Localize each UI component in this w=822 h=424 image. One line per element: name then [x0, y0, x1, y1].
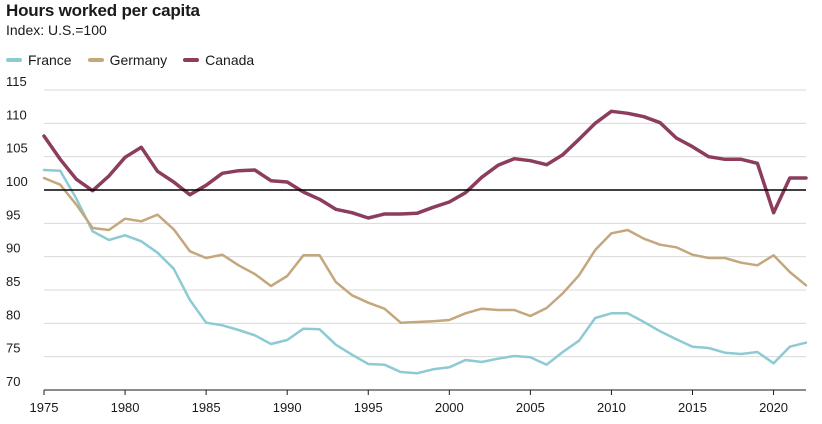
legend-item-france: France [6, 52, 72, 68]
chart-subtitle: Index: U.S.=100 [6, 22, 107, 38]
legend: France Germany Canada [6, 52, 270, 68]
series-line-france [42, 168, 808, 375]
y-tick-label-110: 110 [6, 107, 27, 122]
legend-item-canada: Canada [183, 52, 254, 68]
legend-label-canada: Canada [205, 52, 255, 68]
x-tick-label-2020: 2020 [759, 400, 788, 415]
x-tick-label-2010: 2010 [597, 400, 626, 415]
x-tick-label-2015: 2015 [678, 400, 707, 415]
y-tick-label-70: 70 [6, 374, 20, 389]
x-tick-label-1985: 1985 [192, 400, 221, 415]
legend-label-germany: Germany [109, 52, 168, 68]
legend-swatch-germany [87, 58, 104, 62]
y-tick-label-95: 95 [6, 207, 20, 222]
y-tick-label-80: 80 [6, 307, 20, 322]
x-tick-label-1990: 1990 [273, 400, 302, 415]
x-tick-label-2005: 2005 [516, 400, 545, 415]
legend-label-france: France [28, 52, 72, 68]
y-tick-label-85: 85 [6, 274, 20, 289]
y-tick-label-75: 75 [6, 341, 20, 356]
y-tick-label-100: 100 [6, 174, 28, 189]
y-tick-label-115: 115 [6, 74, 27, 89]
x-tick-label-1975: 1975 [30, 400, 59, 415]
x-tick-label-1995: 1995 [354, 400, 383, 415]
series-line-canada [42, 109, 808, 220]
legend-swatch-france [6, 58, 22, 62]
legend-swatch-canada [183, 58, 200, 62]
series-line-germany [42, 176, 808, 324]
legend-item-germany: Germany [87, 52, 168, 68]
y-tick-label-105: 105 [6, 141, 28, 156]
x-tick-label-2000: 2000 [435, 400, 464, 415]
y-tick-label-90: 90 [6, 241, 20, 256]
chart-title: Hours worked per capita [6, 1, 200, 20]
x-tick-label-1980: 1980 [111, 400, 140, 415]
